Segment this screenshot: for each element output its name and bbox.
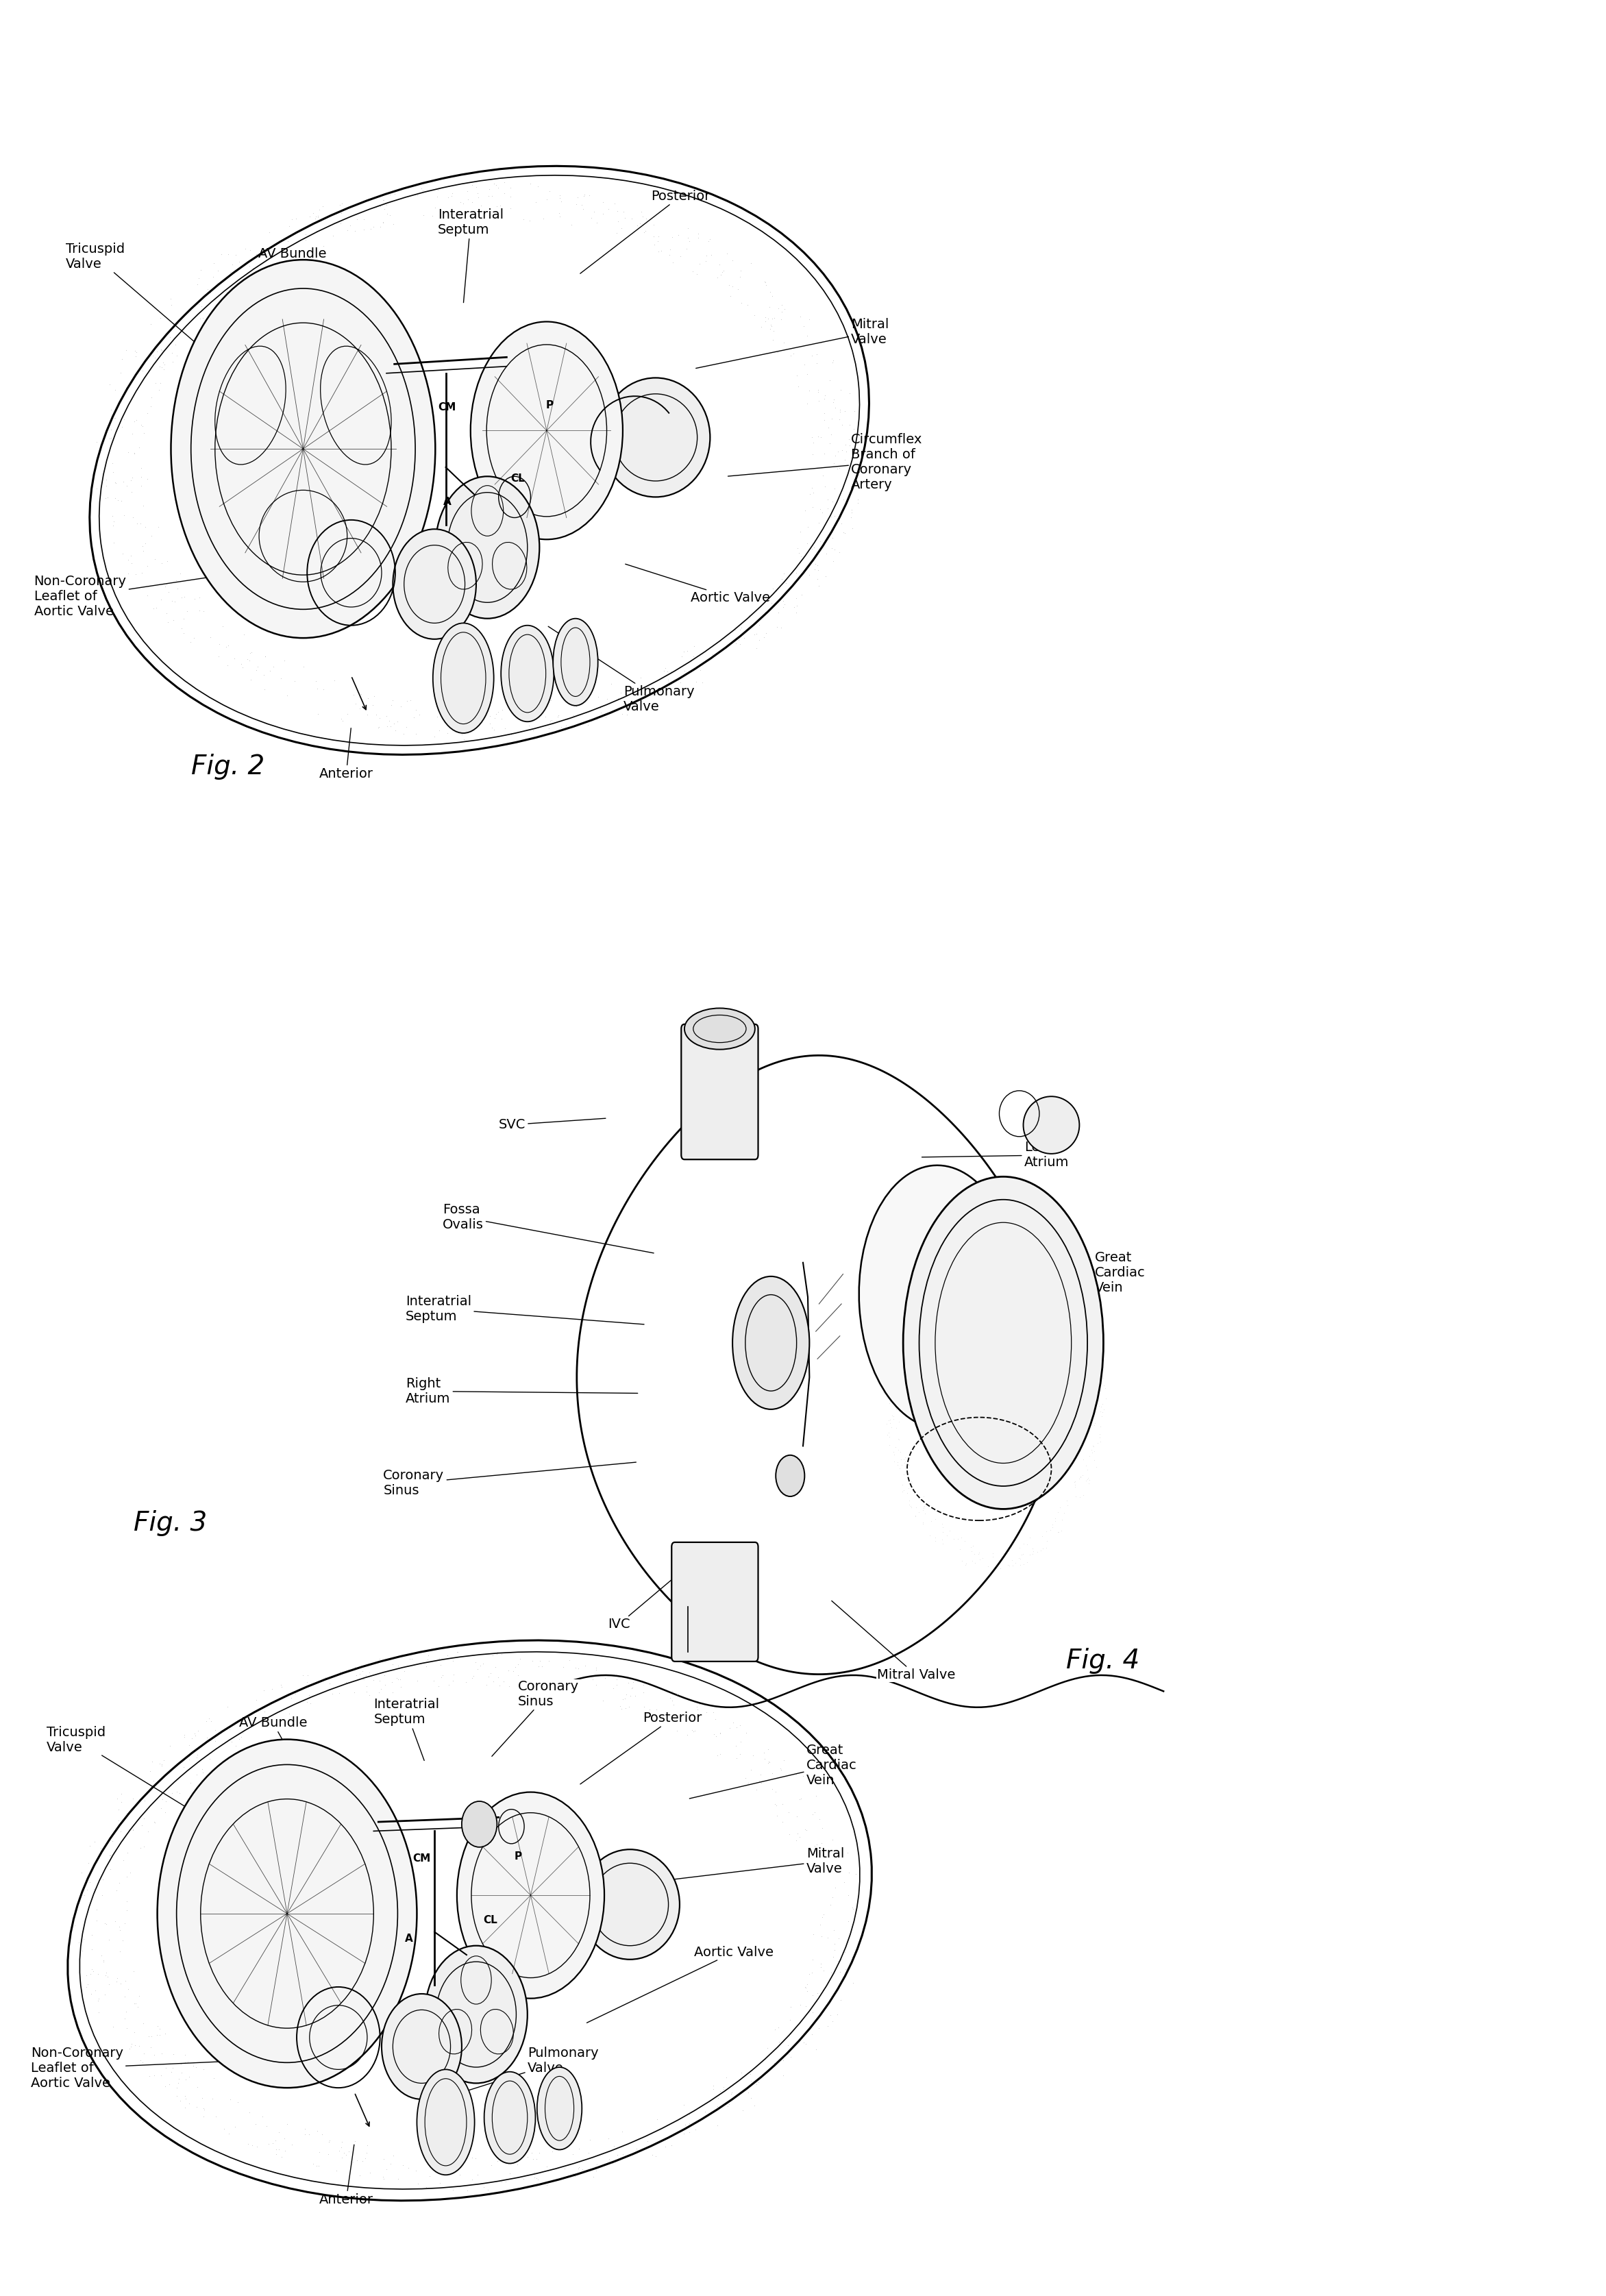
- Text: CL: CL: [483, 1915, 498, 1926]
- Text: Fig. 2: Fig. 2: [191, 753, 265, 781]
- Ellipse shape: [471, 321, 623, 540]
- Text: Interatrial
Septum: Interatrial Septum: [406, 1295, 644, 1325]
- Ellipse shape: [170, 259, 435, 638]
- Ellipse shape: [536, 2066, 581, 2149]
- Ellipse shape: [418, 2069, 474, 2174]
- Ellipse shape: [157, 1740, 418, 2087]
- Text: Interatrial
Septum: Interatrial Septum: [374, 1699, 440, 1761]
- Ellipse shape: [903, 1176, 1103, 1508]
- Ellipse shape: [1023, 1097, 1079, 1153]
- Ellipse shape: [435, 475, 540, 618]
- FancyBboxPatch shape: [671, 1543, 758, 1662]
- Ellipse shape: [501, 625, 554, 721]
- Ellipse shape: [580, 1848, 679, 1958]
- Ellipse shape: [601, 379, 710, 496]
- Ellipse shape: [434, 622, 493, 732]
- Text: Great
Cardiac
Vein: Great Cardiac Vein: [689, 1745, 856, 1798]
- Text: Anterior: Anterior: [320, 728, 373, 781]
- Ellipse shape: [732, 1277, 809, 1410]
- Text: Circumflex
Branch of
Coronary
Artery: Circumflex Branch of Coronary Artery: [728, 434, 922, 491]
- Text: Posterior: Posterior: [580, 191, 710, 273]
- Text: Fig. 4: Fig. 4: [1066, 1649, 1139, 1674]
- Text: A: A: [405, 1933, 413, 1945]
- Text: Coronary
Sinus: Coronary Sinus: [384, 1463, 636, 1497]
- Ellipse shape: [463, 1802, 496, 1846]
- Ellipse shape: [393, 528, 475, 638]
- Text: Tricuspid
Valve: Tricuspid Valve: [47, 1727, 209, 1821]
- Text: Aortic Valve: Aortic Valve: [625, 565, 771, 604]
- Text: Anterior: Anterior: [320, 2144, 373, 2206]
- Text: Left
Atrium: Left Atrium: [922, 1141, 1070, 1169]
- Ellipse shape: [859, 1166, 1020, 1428]
- Text: A: A: [443, 496, 451, 507]
- Ellipse shape: [776, 1456, 805, 1497]
- Ellipse shape: [684, 1008, 755, 1049]
- Text: Mitral Valve: Mitral Valve: [832, 1600, 956, 1681]
- Text: Interatrial
Septum: Interatrial Septum: [438, 209, 504, 303]
- Ellipse shape: [552, 618, 597, 705]
- Text: Great
Cardiac
Vein: Great Cardiac Vein: [984, 1251, 1145, 1313]
- Ellipse shape: [458, 1793, 604, 1998]
- Text: Fossa
Ovalis: Fossa Ovalis: [443, 1203, 654, 1254]
- Text: Pulmonary
Valve: Pulmonary Valve: [450, 2046, 599, 2096]
- Text: Tricuspid
Valve: Tricuspid Valve: [66, 243, 206, 351]
- Text: P: P: [514, 1851, 522, 1862]
- Text: Non-Coronary
Leaflet of
Aortic Valve: Non-Coronary Leaflet of Aortic Valve: [31, 2046, 249, 2089]
- Text: AV Bundle: AV Bundle: [259, 248, 337, 344]
- Text: Coronary
Sinus: Coronary Sinus: [491, 1681, 578, 1756]
- Text: AV Bundle: AV Bundle: [239, 1717, 312, 1793]
- Text: Mitral
Valve: Mitral Valve: [695, 319, 890, 367]
- Ellipse shape: [483, 2071, 535, 2163]
- Text: Fig. 3: Fig. 3: [133, 1511, 207, 1536]
- Text: Mitral
Valve: Mitral Valve: [657, 1846, 845, 1880]
- Text: SVC: SVC: [498, 1118, 605, 1132]
- Text: CM: CM: [413, 1853, 430, 1864]
- FancyBboxPatch shape: [681, 1024, 758, 1159]
- Text: CL: CL: [511, 473, 525, 484]
- Ellipse shape: [426, 1945, 527, 2082]
- Text: Posterior: Posterior: [580, 1713, 702, 1784]
- Text: CM: CM: [438, 402, 456, 413]
- Text: Pulmonary
Valve: Pulmonary Valve: [548, 627, 694, 714]
- Text: Aortic Valve: Aortic Valve: [586, 1945, 774, 2023]
- Text: Right
Atrium: Right Atrium: [406, 1378, 638, 1405]
- Text: P: P: [546, 400, 554, 411]
- Text: IVC: IVC: [607, 1575, 676, 1630]
- Ellipse shape: [382, 1993, 463, 2099]
- Text: Non-Coronary
Leaflet of
Aortic Valve: Non-Coronary Leaflet of Aortic Valve: [34, 572, 254, 618]
